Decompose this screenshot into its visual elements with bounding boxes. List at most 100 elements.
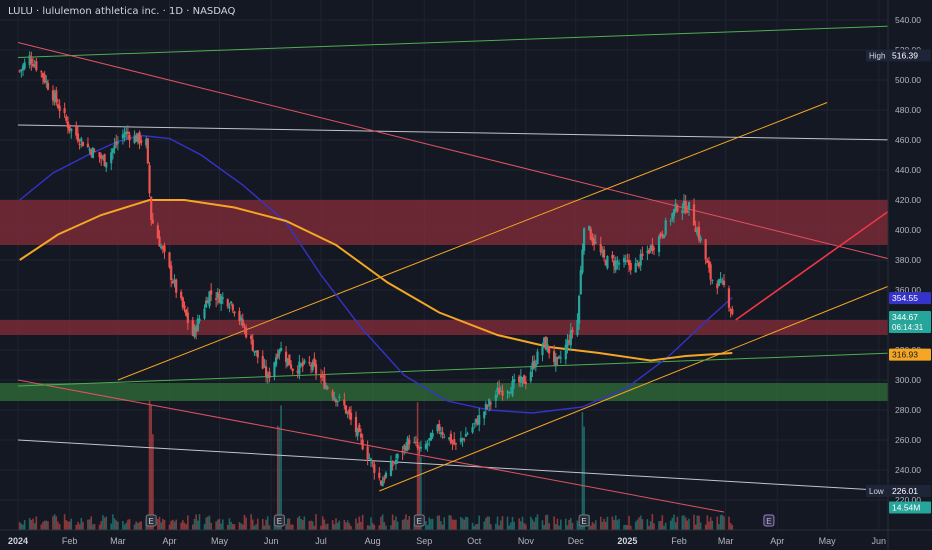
- candle-body: [406, 438, 409, 451]
- price-label-value: 354.55: [892, 293, 918, 303]
- volume-bar: [105, 516, 108, 530]
- earnings-icon-letter: E: [149, 517, 154, 526]
- volume-bar: [296, 517, 299, 530]
- candle-body: [686, 210, 689, 213]
- volume-bar: [291, 524, 294, 530]
- candle-body: [286, 358, 289, 366]
- volume-bar: [315, 514, 317, 530]
- volume-bar: [533, 521, 535, 530]
- volume-bar: [554, 524, 557, 530]
- volume-bar: [323, 519, 326, 530]
- candle-body: [626, 260, 629, 262]
- volume-bar: [187, 515, 189, 530]
- candle-body: [274, 357, 278, 366]
- x-tick-label: Dec: [568, 536, 585, 546]
- candle-body: [684, 201, 687, 213]
- volume-bar: [681, 515, 684, 530]
- candle-body: [647, 249, 651, 254]
- volume-bar: [268, 525, 271, 530]
- candle-body: [676, 205, 679, 212]
- candle-body: [185, 309, 188, 316]
- volume-bar: [240, 523, 242, 530]
- volume-bar: [634, 521, 637, 530]
- candle-body: [23, 62, 26, 69]
- trendline: [17, 124, 894, 141]
- volume-bar: [638, 517, 640, 530]
- candle-body: [651, 244, 654, 251]
- volume-bar: [135, 521, 138, 530]
- candle-body: [180, 291, 183, 298]
- candle-body: [279, 348, 283, 351]
- trendline: [17, 379, 725, 513]
- volume-bar: [228, 518, 231, 530]
- candle-body: [358, 424, 361, 432]
- volume-bar: [285, 523, 287, 530]
- candle-body: [697, 226, 701, 240]
- volume-bar: [198, 514, 201, 530]
- volume-bar: [686, 520, 689, 530]
- candle-body: [383, 477, 386, 481]
- volume-bar: [313, 525, 316, 530]
- candle-body: [158, 236, 161, 247]
- volume-bar: [241, 524, 244, 530]
- price-label-bg: [889, 49, 931, 62]
- candle-body: [58, 105, 61, 111]
- candle-body: [218, 293, 221, 303]
- volume-bar: [117, 521, 119, 530]
- candle-body: [672, 209, 676, 217]
- volume-bar: [556, 518, 559, 530]
- volume-bar: [486, 516, 489, 530]
- candle-body: [641, 253, 644, 257]
- candle-body: [98, 152, 101, 158]
- candle-body: [716, 283, 719, 289]
- candle-body: [554, 356, 557, 366]
- candle-body: [138, 132, 141, 144]
- volume-bar: [548, 523, 550, 530]
- candle-body: [41, 73, 45, 78]
- volume-bar: [450, 515, 452, 530]
- volume-bar: [683, 515, 685, 530]
- volume-bar: [471, 522, 474, 530]
- candle-body: [674, 203, 677, 212]
- volume-bar: [218, 518, 221, 530]
- volume-bar: [614, 515, 617, 530]
- candle-body: [704, 239, 707, 260]
- volume-bar: [320, 525, 322, 530]
- candle-body: [681, 210, 684, 213]
- volume-bar: [366, 525, 369, 530]
- volume-bar: [98, 524, 101, 530]
- volume-bar: [659, 520, 662, 530]
- candle-body: [652, 248, 656, 250]
- volume-bar: [390, 525, 392, 530]
- candle-body: [121, 134, 124, 139]
- candle-body: [606, 256, 609, 269]
- volume-bar: [711, 520, 714, 530]
- candle-body: [731, 308, 734, 315]
- volume-bar: [593, 523, 595, 530]
- volume-bar: [663, 525, 665, 530]
- volume-bar: [576, 520, 579, 530]
- candle-body: [529, 371, 532, 382]
- candle-body: [594, 241, 597, 243]
- x-tick-label: Apr: [770, 536, 784, 546]
- candle-body: [140, 140, 143, 143]
- volume-bar: [358, 516, 361, 530]
- volume-bar: [80, 517, 83, 530]
- volume-bar: [463, 519, 466, 530]
- trendline: [379, 283, 894, 492]
- volume-bar: [594, 520, 597, 530]
- volume-bar: [220, 523, 222, 530]
- volume-bar: [356, 523, 359, 530]
- volume-bar: [520, 521, 522, 530]
- candle-body: [439, 432, 443, 434]
- candle-body: [379, 480, 383, 485]
- volume-bar: [416, 402, 419, 530]
- candle-body: [589, 228, 592, 240]
- volume-bar: [221, 519, 224, 530]
- volume-bar: [698, 515, 700, 530]
- candle-body: [661, 234, 664, 236]
- volume-bar: [475, 524, 477, 530]
- candle-body: [135, 135, 138, 142]
